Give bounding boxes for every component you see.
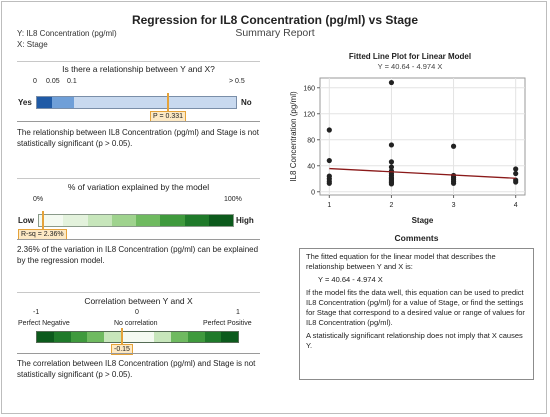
x-tick-label: 2	[389, 202, 393, 209]
r-bar-segment	[137, 332, 155, 342]
correlation-note: The correlation between IL8 Concentratio…	[17, 359, 256, 379]
r-bar-segment	[70, 332, 88, 342]
r-bar-segment	[120, 332, 138, 342]
r-bar	[36, 331, 239, 343]
x-tick-label: 1	[327, 202, 331, 209]
r-bar-segment	[87, 332, 104, 342]
p-bar-segment-marginal	[52, 97, 74, 108]
variation-high-label: High	[236, 216, 254, 225]
r-label-perfect-negative: Perfect Negative	[18, 320, 70, 327]
r-bar-segment	[53, 332, 71, 342]
data-point	[326, 127, 332, 133]
fitted-line	[329, 167, 516, 179]
comments-paragraph: If the model fits the data well, this eq…	[306, 288, 525, 327]
r-value-label: -0.15	[111, 344, 133, 355]
y-tick-label: 80	[307, 137, 315, 144]
x-variable-label: X: Stage	[17, 40, 48, 49]
y-tick-label: 120	[303, 111, 315, 118]
r-bar-segment	[37, 332, 54, 342]
comments-title: Comments	[394, 233, 439, 243]
r-bar-segment	[221, 332, 238, 342]
x-tick-label: 3	[452, 202, 456, 209]
data-point	[513, 170, 519, 177]
correlation-title: Correlation between Y and X	[84, 296, 193, 306]
chart-equation: Y = 40.64 - 4.974 X	[377, 62, 443, 71]
divider	[17, 353, 260, 354]
rsq-marker	[41, 211, 44, 230]
p-value-marker	[166, 93, 169, 112]
data-point	[513, 166, 519, 172]
y-tick-label: 0	[311, 189, 315, 196]
rsq-bar-segment	[208, 215, 233, 226]
p-tick-01: 0.1	[67, 78, 77, 85]
divider	[17, 61, 260, 62]
r-bar-segment	[171, 332, 188, 342]
variation-low-label: Low	[18, 216, 34, 225]
data-point	[388, 142, 395, 148]
divider	[17, 121, 260, 122]
rsq-tick-0: 0%	[33, 196, 44, 203]
comments-box: The fitted equation for the linear model…	[299, 248, 534, 380]
comments-paragraph: The fitted equation for the linear model…	[306, 252, 496, 271]
r-bar-segment	[204, 332, 222, 342]
data-point	[450, 143, 457, 149]
y-tick-label: 40	[307, 163, 315, 170]
r-tick-1: 1	[236, 309, 240, 316]
p-bar-segment-not-significant	[74, 97, 236, 108]
rsq-bar-segment	[160, 215, 185, 226]
relationship-no-label: No	[241, 98, 252, 107]
r-tick-0: 0	[135, 309, 139, 316]
rsq-bar-segment	[184, 215, 209, 226]
data-point	[326, 180, 332, 186]
data-point	[513, 179, 519, 185]
relationship-yes-label: Yes	[18, 98, 32, 107]
r-label-perfect-positive: Perfect Positive	[203, 320, 252, 327]
relationship-note: The relationship between IL8 Concentrati…	[17, 128, 259, 148]
x-tick-label: 4	[514, 202, 518, 209]
p-tick-005: 0.05	[46, 78, 60, 85]
comments-equation: Y = 40.64 - 4.974 X	[318, 275, 383, 284]
divider	[17, 292, 260, 293]
data-point	[388, 164, 395, 170]
rsq-bar-segment	[136, 215, 161, 226]
variation-note: 2.36% of the variation in IL8 Concentrat…	[17, 245, 259, 265]
r-bar-segment	[154, 332, 171, 342]
rsq-bar-segment	[87, 215, 112, 226]
r-bar-segment	[187, 332, 205, 342]
r-tick-neg1: -1	[33, 309, 40, 316]
p-tick-0: 0	[33, 78, 37, 85]
y-tick-label: 160	[303, 85, 315, 92]
fitted-line-plot: 0 40 80 120 160 1 2 3 4 Stage IL8 Concentration (p…	[289, 77, 526, 225]
variation-title: % of variation explained by the model	[67, 182, 210, 192]
relationship-title: Is there a relationship between Y and X?	[62, 64, 215, 74]
rsq-bar-segment	[111, 215, 136, 226]
rsq-tick-100: 100%	[224, 196, 242, 203]
rsq-bar-segment	[39, 215, 64, 226]
divider	[17, 239, 260, 240]
p-value-bar	[36, 96, 237, 109]
data-point	[326, 157, 332, 164]
data-point	[388, 159, 395, 165]
p-bar-segment-significant	[37, 97, 52, 108]
data-point	[388, 79, 395, 86]
report-title: Regression for IL8 Concentration (pg/ml)…	[131, 13, 419, 27]
x-axis-label: Stage	[412, 216, 434, 225]
divider	[17, 178, 260, 179]
y-axis-label: IL8 Concentration (pg/ml)	[289, 91, 298, 182]
rsq-bar	[38, 214, 234, 227]
chart-title: Fitted Line Plot for Linear Model	[348, 52, 472, 61]
data-point	[388, 181, 395, 187]
report-subtitle: Summary Report	[235, 27, 315, 39]
data-point	[450, 180, 457, 186]
plot-area	[319, 77, 526, 196]
p-tick-05: > 0.5	[229, 78, 245, 85]
r-bar-segment	[104, 332, 121, 342]
y-variable-label: Y: IL8 Concentration (pg/ml)	[17, 29, 117, 38]
comments-paragraph: A statistically significant relationship…	[306, 331, 523, 350]
r-marker	[121, 328, 124, 346]
rsq-bar-segment	[63, 215, 88, 226]
r-label-no-correlation: No correlation	[114, 320, 158, 327]
